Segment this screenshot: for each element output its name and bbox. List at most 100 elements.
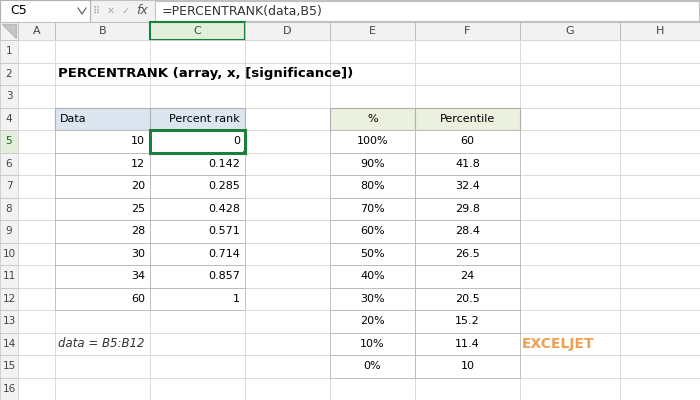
Bar [55,198,150,220]
Bar [520,175,620,198]
Bar [150,198,245,220]
Bar [55,378,150,400]
Text: 5: 5 [6,136,13,146]
Text: 15.2: 15.2 [455,316,480,326]
Bar [18,332,55,355]
Bar [415,288,520,310]
Text: 13: 13 [2,316,15,326]
Bar [150,288,245,310]
Bar [330,310,415,332]
Text: 0.285: 0.285 [208,181,240,191]
Text: A: A [33,26,41,36]
Bar [55,242,150,265]
Bar [620,130,700,152]
Text: 10: 10 [2,249,15,259]
Text: 0%: 0% [364,361,382,371]
Bar [55,288,150,310]
Bar [0,175,18,198]
Text: data = B5:B12: data = B5:B12 [58,337,144,350]
Bar [520,130,620,152]
Text: 20.5: 20.5 [455,294,480,304]
Text: 10: 10 [131,136,145,146]
Bar [415,130,520,152]
Text: 70%: 70% [360,204,385,214]
Text: Percentile: Percentile [440,114,495,124]
Text: =PERCENTRANK(data,B5): =PERCENTRANK(data,B5) [162,4,323,18]
Bar [18,130,55,152]
Bar [520,265,620,288]
Bar [330,242,415,265]
Bar [150,62,245,85]
Bar [150,310,245,332]
Bar [415,332,520,355]
Bar [0,40,18,62]
Bar [415,265,520,288]
Bar [245,378,330,400]
Bar [55,198,150,220]
Bar [245,242,330,265]
Bar [620,175,700,198]
Bar [150,198,245,220]
Bar [55,220,150,242]
Text: 30: 30 [131,249,145,259]
Bar [0,130,18,152]
Bar [150,130,245,152]
Bar [55,130,150,152]
Text: 100%: 100% [357,136,388,146]
Text: 40%: 40% [360,271,385,281]
Bar [620,220,700,242]
Bar [330,108,415,130]
Bar [620,378,700,400]
Bar [18,378,55,400]
Bar [330,355,415,378]
Text: ✕: ✕ [107,6,115,16]
Bar [330,265,415,288]
Bar [55,332,150,355]
Text: 29.8: 29.8 [455,204,480,214]
Bar [245,108,330,130]
Bar [415,108,520,130]
Bar [415,242,520,265]
Text: 1: 1 [233,294,240,304]
Bar [55,175,150,198]
Bar [415,332,520,355]
Bar [150,355,245,378]
Bar [150,288,245,310]
Bar [18,265,55,288]
Text: B: B [99,26,106,36]
Text: 26.5: 26.5 [455,249,480,259]
Text: 34: 34 [131,271,145,281]
Text: 2: 2 [6,69,13,79]
Bar [18,108,55,130]
Bar [55,40,150,62]
Text: 11: 11 [2,271,15,281]
Text: 90%: 90% [360,159,385,169]
Bar [330,152,415,175]
Bar [150,175,245,198]
Text: 14: 14 [2,339,15,349]
Bar [415,130,520,152]
Bar [330,288,415,310]
Bar [0,0,90,22]
Bar [150,265,245,288]
Bar [415,242,520,265]
Bar [245,355,330,378]
Bar [330,85,415,108]
Bar [330,62,415,85]
Bar [0,152,18,175]
Bar [55,355,150,378]
Bar [415,355,520,378]
Bar [150,220,245,242]
Bar [415,355,520,378]
Bar [415,288,520,310]
Bar [520,378,620,400]
Text: 25: 25 [131,204,145,214]
Bar [245,152,330,175]
Bar [0,332,18,355]
Bar [245,130,330,152]
Bar [150,130,245,152]
Bar [620,310,700,332]
Text: 20%: 20% [360,316,385,326]
Text: 9: 9 [6,226,13,236]
Bar [415,220,520,242]
